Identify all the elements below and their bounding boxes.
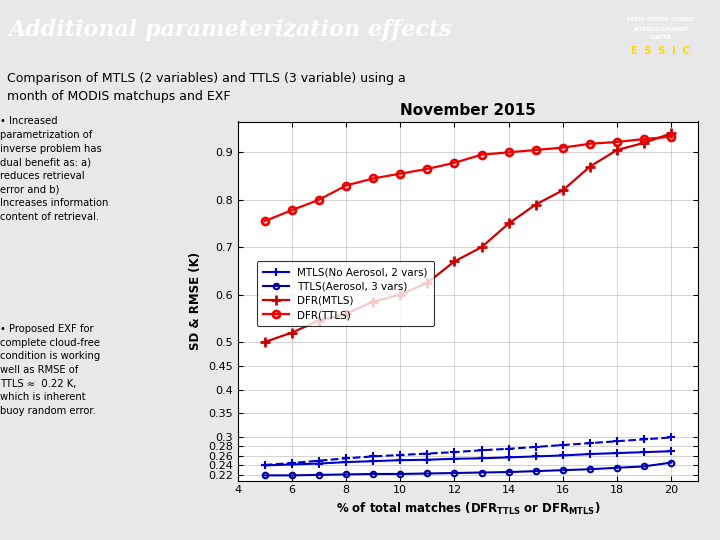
TTLS(Aerosol, 3 vars) [613,464,621,471]
Text: INTERDISCIPLINARY: INTERDISCIPLINARY [633,26,688,31]
Text: • Increased
parametrization of
inverse problem has
dual benefit as: a)
reduces r: • Increased parametrization of inverse p… [0,116,109,221]
MTLS(No Aerosol, 2 vars) [423,456,432,463]
DFR(MTLS) [369,299,377,305]
DFR(TTLS) [342,183,351,189]
DFR(TTLS) [396,171,405,177]
MTLS(No Aerosol, 2 vars) [585,451,594,457]
Legend: MTLS(No Aerosol, 2 vars), TTLS(Aerosol, 3 vars), DFR(MTLS), DFR(TTLS): MTLS(No Aerosol, 2 vars), TTLS(Aerosol, … [256,261,434,326]
Text: Comparison of MTLS (2 variables) and TTLS (3 variable) using a
month of MODIS ma: Comparison of MTLS (2 variables) and TTL… [7,72,406,103]
MTLS(No Aerosol, 2 vars) [450,456,459,462]
TTLS(Aerosol, 3 vars) [396,471,405,477]
TTLS(Aerosol, 3 vars) [585,466,594,472]
TTLS(Aerosol, 3 vars) [342,471,351,478]
MTLS(No Aerosol, 2 vars) [477,455,486,462]
Text: Additional parameterization effects: Additional parameterization effects [9,19,453,41]
DFR(TTLS) [531,147,540,153]
Text: E  S  S  I  C: E S S I C [631,46,690,56]
DFR(MTLS) [640,140,649,146]
TTLS(Aerosol, 3 vars) [477,469,486,476]
MTLS(No Aerosol, 2 vars) [369,458,377,464]
DFR(MTLS) [287,329,296,336]
MTLS(No Aerosol, 2 vars) [640,449,649,455]
DFR(MTLS) [423,280,432,286]
DFR(MTLS) [531,201,540,208]
TTLS(Aerosol, 3 vars) [315,471,323,478]
MTLS(No Aerosol, 2 vars) [342,459,351,465]
DFR(TTLS) [450,159,459,166]
Line: DFR(TTLS): DFR(TTLS) [261,133,675,225]
DFR(MTLS) [450,258,459,265]
DFR(TTLS) [477,151,486,158]
DFR(TTLS) [585,140,594,147]
X-axis label: % of total matches (DFR$_{\mathregular{TTLS}}$ or DFR$_{\mathregular{MTLS}}$): % of total matches (DFR$_{\mathregular{T… [336,501,600,517]
MTLS(No Aerosol, 2 vars) [667,448,675,455]
TTLS(Aerosol, 3 vars) [667,460,675,466]
DFR(TTLS) [559,144,567,151]
DFR(TTLS) [504,149,513,156]
TTLS(Aerosol, 3 vars) [450,470,459,476]
MTLS(No Aerosol, 2 vars) [504,454,513,461]
Text: CENTER: CENTER [649,35,672,40]
DFR(TTLS) [369,175,377,181]
DFR(TTLS) [667,133,675,140]
MTLS(No Aerosol, 2 vars) [287,461,296,468]
Line: DFR(MTLS): DFR(MTLS) [260,129,676,347]
DFR(MTLS) [504,220,513,227]
DFR(TTLS) [287,207,296,213]
MTLS(No Aerosol, 2 vars) [559,452,567,458]
TTLS(Aerosol, 3 vars) [423,470,432,477]
DFR(MTLS) [477,244,486,251]
DFR(MTLS) [585,163,594,170]
Y-axis label: SD & RMSE (K): SD & RMSE (K) [189,252,202,350]
MTLS(No Aerosol, 2 vars) [531,453,540,460]
Line: MTLS(No Aerosol, 2 vars): MTLS(No Aerosol, 2 vars) [261,447,675,470]
TTLS(Aerosol, 3 vars) [369,471,377,477]
DFR(MTLS) [261,339,269,345]
Text: EARTH SYSTEM SCIENCE: EARTH SYSTEM SCIENCE [627,17,694,22]
TTLS(Aerosol, 3 vars) [504,469,513,475]
Line: TTLS(Aerosol, 3 vars): TTLS(Aerosol, 3 vars) [262,460,674,478]
DFR(MTLS) [396,292,405,298]
Text: • Proposed EXF for
complete cloud-free
condition is working
well as RMSE of
TTLS: • Proposed EXF for complete cloud-free c… [0,324,100,416]
Title: November 2015: November 2015 [400,103,536,118]
TTLS(Aerosol, 3 vars) [559,467,567,474]
MTLS(No Aerosol, 2 vars) [396,457,405,463]
DFR(MTLS) [342,310,351,317]
TTLS(Aerosol, 3 vars) [531,468,540,474]
DFR(MTLS) [667,130,675,137]
TTLS(Aerosol, 3 vars) [640,463,649,470]
MTLS(No Aerosol, 2 vars) [613,450,621,456]
DFR(MTLS) [613,147,621,153]
DFR(MTLS) [559,187,567,193]
DFR(MTLS) [315,318,323,324]
DFR(TTLS) [423,166,432,172]
DFR(TTLS) [640,136,649,143]
MTLS(No Aerosol, 2 vars) [315,460,323,467]
MTLS(No Aerosol, 2 vars) [261,462,269,469]
DFR(TTLS) [613,139,621,145]
TTLS(Aerosol, 3 vars) [287,472,296,478]
TTLS(Aerosol, 3 vars) [261,472,269,478]
DFR(TTLS) [315,197,323,203]
DFR(TTLS) [261,218,269,224]
